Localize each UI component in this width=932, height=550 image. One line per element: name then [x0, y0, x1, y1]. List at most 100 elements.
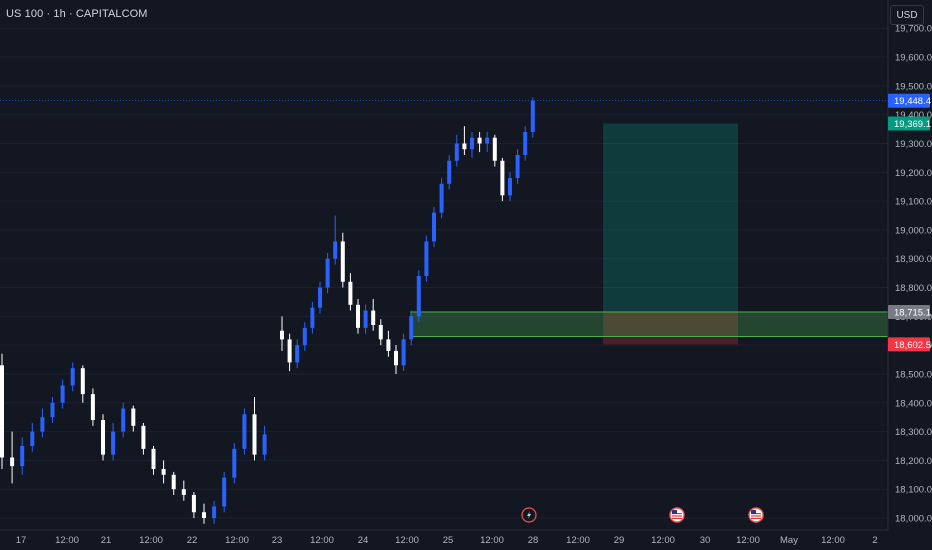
candle	[523, 126, 528, 161]
candle-body	[523, 131, 528, 155]
flag-stripe	[751, 515, 761, 517]
candle	[454, 134, 459, 167]
candle	[191, 492, 196, 518]
event-markers[interactable]	[521, 507, 764, 523]
time-tick-label: 23	[272, 535, 283, 546]
candle-body	[371, 310, 376, 325]
candle	[508, 172, 512, 202]
time-tick-label: 29	[614, 535, 625, 546]
time-tick-label: 21	[101, 535, 112, 546]
candle-body	[252, 414, 257, 455]
candle	[171, 471, 176, 495]
time-tick-label: 12:00	[480, 535, 504, 546]
candle-body	[287, 339, 292, 363]
flag-canton	[751, 510, 756, 514]
candle	[141, 422, 146, 455]
candle	[470, 131, 474, 158]
candle	[310, 301, 315, 334]
time-tick-label: 24	[358, 535, 369, 546]
price-tick-label: 19,200.0	[895, 168, 932, 179]
lightning-icon[interactable]	[521, 507, 537, 523]
price-tick-label: 19,400.0	[895, 110, 932, 121]
time-tick-label: 12:00	[139, 535, 163, 546]
price-tag-bg	[888, 304, 930, 319]
candle	[131, 405, 136, 432]
candle-body	[50, 402, 55, 418]
price-tag-bg	[888, 93, 930, 108]
price-tick-label: 19,500.0	[895, 81, 932, 92]
candle-body	[462, 143, 467, 150]
candle-body	[171, 474, 176, 490]
price-tag-bg	[888, 116, 930, 131]
flag-stripe	[751, 517, 761, 519]
candle-body	[232, 448, 237, 478]
candle-body	[60, 385, 65, 403]
time-tick-label: 12:00	[395, 535, 419, 546]
candle-body	[0, 365, 4, 458]
candle-body	[90, 394, 95, 421]
currency-button[interactable]: USD	[890, 5, 924, 25]
price-tick-label: 18,100.0	[895, 485, 932, 496]
candle-body	[151, 448, 156, 470]
time-axis-bg[interactable]	[0, 530, 932, 550]
us-flag-icon[interactable]	[669, 507, 685, 523]
price-tick-label: 19,300.0	[895, 139, 932, 150]
time-tick-label: 12:00	[566, 535, 590, 546]
time-tick-label: 12:00	[55, 535, 79, 546]
price-tag: 19,369.1	[888, 116, 931, 131]
us-flag-icon[interactable]	[748, 507, 764, 523]
candle	[378, 319, 383, 346]
candle	[318, 281, 322, 314]
long-position-profit-zone[interactable]	[603, 123, 738, 312]
candle-body	[530, 100, 535, 132]
candle	[252, 396, 257, 461]
flag-stripe	[672, 517, 682, 519]
candle-body	[432, 212, 436, 242]
candle-body	[492, 137, 497, 161]
candle-body	[141, 425, 146, 449]
candle	[432, 206, 436, 248]
candle	[439, 178, 444, 219]
candle	[262, 425, 267, 461]
candle-body	[318, 287, 322, 308]
candle	[111, 422, 116, 461]
long-position-loss-zone[interactable]	[603, 311, 738, 345]
candle-body	[348, 281, 353, 305]
candle	[363, 304, 368, 334]
candle-body	[477, 137, 482, 144]
symbol-title: US 100 · 1h · CAPITALCOM	[6, 8, 148, 20]
candle	[500, 157, 505, 202]
candle-body	[242, 414, 247, 449]
grid-lines	[0, 27, 888, 519]
candle	[287, 333, 292, 372]
candle-body	[295, 345, 300, 363]
support-zone-box[interactable]	[410, 311, 889, 337]
candle-body	[401, 339, 406, 366]
candle-body	[222, 477, 227, 507]
candle-body	[394, 350, 398, 366]
candle-body	[333, 241, 338, 259]
time-axis: 17 12:00 21 12:00 22 12:00 23 12:00 24 12:00 25 12:…	[16, 535, 878, 546]
flag-canton	[672, 510, 677, 514]
candle-body	[302, 327, 307, 346]
candle	[242, 408, 247, 455]
candle-body	[80, 368, 85, 395]
price-tag-label: 19,448.4	[894, 96, 931, 107]
candle	[30, 422, 35, 452]
candle-body	[378, 324, 383, 340]
candle	[232, 443, 237, 484]
price-tick-label: 18,500.0	[895, 369, 932, 380]
candle-body	[515, 154, 520, 179]
candle	[333, 215, 338, 265]
candle-body	[161, 469, 166, 475]
price-tick-label: 18,300.0	[895, 427, 932, 438]
candle	[348, 273, 353, 311]
price-tag-label: 19,369.1	[894, 119, 931, 130]
candle-body	[439, 183, 444, 213]
candle	[121, 402, 126, 438]
time-tick-label: 22	[187, 535, 198, 546]
price-axis-bg[interactable]	[888, 0, 932, 530]
candle	[202, 503, 206, 524]
drawing-zones	[410, 123, 889, 345]
